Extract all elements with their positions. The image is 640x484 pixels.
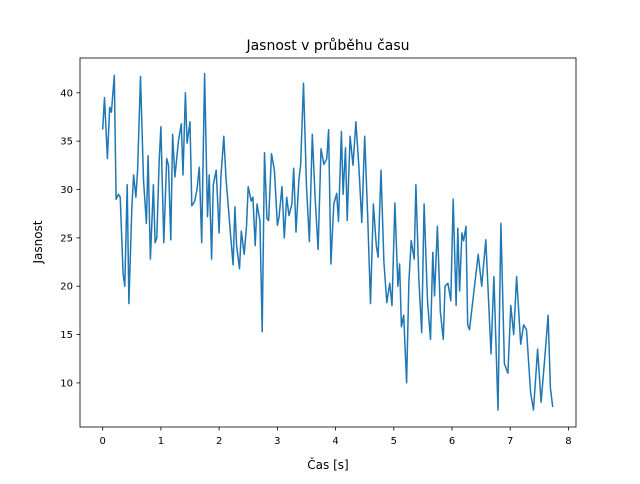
x-tick-label: 1 (158, 436, 164, 447)
plot-area (101, 72, 554, 411)
y-tick-label: 25 (60, 233, 73, 244)
y-tick-label: 20 (60, 282, 73, 293)
x-tick-label: 8 (565, 436, 571, 447)
y-tick-label: 15 (60, 330, 73, 341)
series-line-jasnost (101, 72, 554, 411)
x-tick-label: 5 (391, 436, 397, 447)
x-axis-label: Čas [s] (307, 457, 348, 472)
y-tick-label: 10 (60, 378, 73, 389)
x-tick-label: 2 (216, 436, 222, 447)
axes-frame (79, 57, 577, 428)
x-tick-label: 4 (332, 436, 338, 447)
y-tick-label: 40 (60, 88, 73, 99)
y-tick-label: 35 (60, 137, 73, 148)
chart-title: Jasnost v průběhu času (245, 38, 409, 54)
x-tick-label: 3 (274, 436, 280, 447)
x-tick-label: 0 (100, 436, 106, 447)
y-tick-label: 30 (60, 185, 73, 196)
y-axis-label: Jasnost (31, 220, 45, 264)
x-tick-label: 6 (449, 436, 455, 447)
x-axis: 0 1 2 3 4 5 6 7 8 (100, 427, 572, 447)
y-axis: 10 15 20 25 30 35 40 (60, 88, 80, 389)
x-tick-label: 7 (507, 436, 513, 447)
